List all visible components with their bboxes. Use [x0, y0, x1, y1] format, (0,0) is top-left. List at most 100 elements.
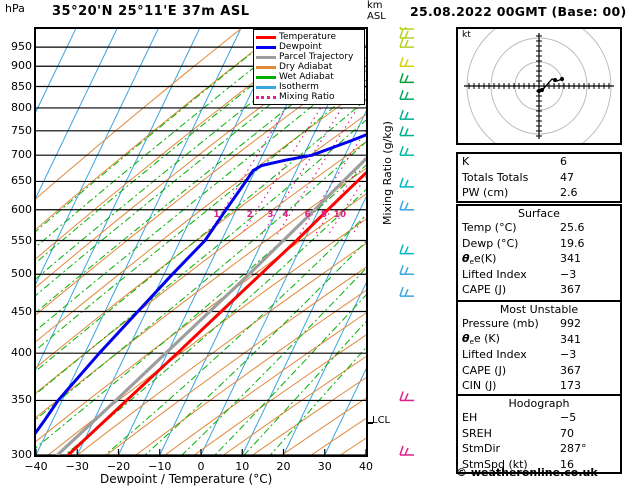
legend-item: Isotherm — [256, 82, 362, 92]
panel-indices: K 6 Totals Totals 47 PW (cm) 2.6 — [456, 152, 622, 203]
wind-barb — [399, 126, 414, 137]
hodograph-unit-label: kt — [462, 30, 471, 40]
data-value: 367 — [560, 363, 581, 377]
mixing-ratio-label: 3 — [267, 209, 274, 220]
data-value: 70 — [560, 426, 574, 440]
wind-barb — [399, 145, 414, 156]
data-key: Totals Totals — [462, 170, 529, 184]
data-key: Dewp (°C) — [462, 236, 519, 250]
legend-swatch — [256, 65, 276, 69]
data-key: CAPE (J) — [462, 363, 507, 377]
legend-item: Mixing Ratio — [256, 92, 362, 102]
data-value: 6 — [560, 155, 567, 169]
legend-swatch — [256, 85, 276, 89]
pressure-tick-label: 900 — [11, 59, 32, 73]
lcl-tick-mark — [366, 422, 373, 424]
data-value: 341 — [560, 332, 581, 346]
data-value: 173 — [560, 379, 581, 393]
wind-barb — [399, 28, 414, 39]
legend: Temperature Dewpoint Parcel Trajectory Dry … — [253, 29, 365, 105]
pressure-tick-label: 850 — [11, 79, 32, 93]
legend-label: Dewpoint — [279, 41, 322, 52]
data-row: Temp (°C) 25.6 — [458, 220, 620, 236]
pressure-tick-label: 650 — [11, 174, 32, 188]
pressure-tick-label: 500 — [11, 267, 32, 281]
data-key: K — [462, 155, 470, 169]
legend-swatch — [256, 45, 276, 49]
data-key: Pressure (mb) — [462, 317, 539, 331]
data-key: EH — [462, 411, 478, 425]
wind-barb — [399, 109, 414, 120]
data-value: 992 — [560, 317, 581, 331]
data-key: StmSpd (kt) — [462, 457, 528, 471]
legend-label: Parcel Trajectory — [279, 51, 354, 62]
data-row: CAPE (J) 367 — [458, 363, 620, 379]
wind-barb — [399, 19, 414, 30]
data-row: PW (cm) 2.6 — [458, 185, 620, 201]
pressure-unit-label: hPa — [5, 2, 25, 15]
wind-barb — [399, 244, 414, 255]
data-value: 25.6 — [560, 221, 585, 235]
mixing-ratio-label: 10 — [333, 209, 347, 220]
legend-item: Dewpoint — [256, 42, 362, 52]
data-row: θee (K) 341 — [458, 332, 620, 348]
data-row: Pressure (mb) 992 — [458, 316, 620, 332]
data-key: θee (K) — [462, 332, 500, 347]
data-value: −3 — [560, 348, 577, 362]
data-value: 19.6 — [560, 236, 585, 250]
panel-hodograph-stats: Hodograph EH −5 SREH 70 StmDir 287° StmSpd (kt)… — [456, 394, 622, 474]
data-value: 341 — [560, 252, 581, 266]
legend-label: Isotherm — [279, 81, 319, 92]
pressure-tick-label: 450 — [11, 304, 32, 318]
pressure-tick-label: 550 — [11, 233, 32, 247]
hodograph[interactable] — [456, 13, 622, 159]
panel-title: Surface — [518, 207, 560, 220]
temperature-tick-label: 10 — [235, 460, 250, 473]
temperature-tick-label: −20 — [106, 460, 131, 473]
mixing-ratio-label: 4 — [282, 209, 289, 220]
km-asl-label-line1: km — [367, 0, 383, 11]
legend-label: Wet Adiabat — [279, 71, 334, 82]
temperature-tick-label: 30 — [317, 460, 332, 473]
data-key: SREH — [462, 426, 492, 440]
temperature-tick-label: −30 — [65, 460, 89, 473]
temperature-tick-label: 40 — [359, 460, 373, 473]
wind-barb — [399, 445, 414, 456]
data-key: Temp (°C) — [462, 221, 517, 235]
data-value: −3 — [560, 267, 577, 281]
legend-swatch — [256, 55, 276, 59]
wind-barb — [399, 286, 414, 297]
km-asl-label-line2: ASL — [367, 11, 386, 22]
pressure-tick-label: 600 — [11, 202, 32, 216]
copyright-label: © weatheronline.co.uk — [456, 466, 598, 479]
panel-title: Hodograph — [508, 397, 570, 410]
wind-barb — [399, 73, 414, 84]
panel-surface: Surface Temp (°C) 25.6 Dewp (°C) 19.6 θee(K) 3… — [456, 204, 622, 315]
wind-barb — [399, 391, 414, 402]
panel-title: Most Unstable — [499, 303, 579, 316]
pressure-tick-label: 400 — [11, 346, 32, 360]
temperature-tick-label: 20 — [276, 460, 291, 473]
pressure-tick-label: 350 — [11, 393, 32, 407]
data-row: StmDir 287° — [458, 441, 620, 457]
pressure-tick-label: 700 — [11, 148, 32, 162]
data-row: SREH 70 — [458, 426, 620, 442]
legend-label: Dry Adiabat — [279, 61, 333, 72]
data-key: Lifted Index — [462, 267, 527, 281]
data-value: 367 — [560, 283, 581, 297]
data-value: 16 — [560, 457, 574, 471]
panel-most-unstable: Most Unstable Pressure (mb) 992 θee (K) 341 L… — [456, 300, 622, 396]
data-key: θee(K) — [462, 251, 497, 266]
wind-barb — [399, 37, 414, 48]
pressure-tick-label: 750 — [11, 123, 32, 137]
station-title: 35°20'N 25°11'E 37m ASL — [52, 4, 250, 19]
mixing-ratio-label: 8 — [320, 209, 327, 220]
x-axis-title: Dewpoint / Temperature (°C) — [100, 472, 273, 486]
wind-barb — [399, 177, 414, 188]
temperature-tick-label: −40 — [24, 460, 48, 473]
mixing-ratio-label: 6 — [304, 209, 311, 220]
data-value: 287° — [560, 442, 587, 456]
data-value: 47 — [560, 170, 574, 184]
forecast-date-title: 25.08.2022 00GMT (Base: 00) — [410, 4, 627, 19]
